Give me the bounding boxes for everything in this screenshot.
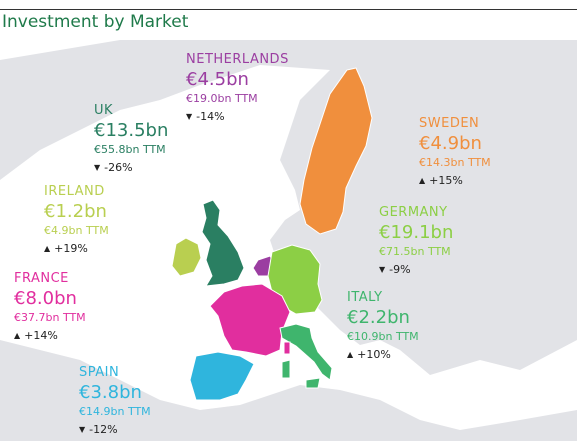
map-region-ireland[interactable] bbox=[171, 237, 202, 277]
market-name: UK bbox=[94, 103, 114, 118]
market-value: €1.2bn bbox=[44, 201, 107, 222]
market-value: €4.9bn bbox=[419, 133, 482, 154]
market-ttm: €55.8bn TTM bbox=[94, 143, 166, 156]
market-ttm: €37.7bn TTM bbox=[14, 311, 86, 324]
trend-arrow-icon: ▲ bbox=[14, 331, 21, 340]
europe-map bbox=[0, 40, 577, 441]
map-region-italy-sardinia bbox=[281, 359, 291, 379]
market-label-spain: SPAIN €3.8bn €14.9bn TTM ▼ -12% bbox=[79, 366, 151, 435]
market-label-germany: GERMANY €19.1bn €71.5bn TTM ▼ -9% bbox=[379, 206, 453, 275]
countries bbox=[171, 67, 373, 401]
market-value: €4.5bn bbox=[186, 69, 249, 90]
market-label-sweden: SWEDEN €4.9bn €14.3bn TTM ▲ +15% bbox=[419, 117, 491, 186]
market-value: €13.5bn bbox=[94, 120, 169, 141]
market-name: NETHERLANDS bbox=[186, 52, 289, 67]
market-value: €3.8bn bbox=[79, 382, 142, 403]
trend-arrow-icon: ▼ bbox=[379, 265, 386, 274]
market-name: SWEDEN bbox=[419, 116, 480, 131]
market-change: ▼ -12% bbox=[79, 423, 118, 436]
market-ttm: €4.9bn TTM bbox=[44, 224, 109, 237]
page-title: Investment by Market bbox=[2, 12, 189, 32]
trend-arrow-icon: ▼ bbox=[94, 163, 101, 172]
trend-arrow-icon: ▲ bbox=[419, 176, 426, 185]
surrounding-land bbox=[0, 40, 577, 441]
map-region-spain[interactable] bbox=[189, 351, 255, 401]
market-value: €8.0bn bbox=[14, 288, 77, 309]
market-change: ▲ +19% bbox=[44, 242, 88, 255]
market-label-netherlands: NETHERLANDS €4.5bn €19.0bn TTM ▼ -14% bbox=[186, 53, 289, 122]
market-value: €19.1bn bbox=[379, 222, 454, 243]
market-change: ▼ -14% bbox=[186, 110, 225, 123]
market-label-ireland: IRELAND €1.2bn €4.9bn TTM ▲ +19% bbox=[44, 185, 109, 254]
market-label-france: FRANCE €8.0bn €37.7bn TTM ▲ +14% bbox=[14, 272, 86, 341]
map-region-italy[interactable] bbox=[279, 323, 333, 381]
trend-arrow-icon: ▼ bbox=[186, 112, 193, 121]
market-name: FRANCE bbox=[14, 271, 69, 286]
map-region-sweden[interactable] bbox=[299, 67, 373, 235]
market-change: ▲ +15% bbox=[419, 174, 463, 187]
map-region-uk[interactable] bbox=[201, 199, 245, 287]
market-name: SPAIN bbox=[79, 365, 120, 380]
market-ttm: €10.9bn TTM bbox=[347, 330, 419, 343]
trend-arrow-icon: ▼ bbox=[79, 425, 86, 434]
market-change: ▲ +14% bbox=[14, 329, 58, 342]
map-region-france[interactable] bbox=[209, 283, 291, 357]
map-region-france-corsica bbox=[283, 341, 291, 355]
market-name: GERMANY bbox=[379, 205, 448, 220]
top-rule bbox=[0, 9, 577, 10]
market-ttm: €14.3bn TTM bbox=[419, 156, 491, 169]
market-label-italy: ITALY €2.2bn €10.9bn TTM ▲ +10% bbox=[347, 291, 419, 360]
market-ttm: €19.0bn TTM bbox=[186, 92, 258, 105]
market-ttm: €14.9bn TTM bbox=[79, 405, 151, 418]
market-ttm: €71.5bn TTM bbox=[379, 245, 451, 258]
market-change: ▼ -26% bbox=[94, 161, 133, 174]
market-value: €2.2bn bbox=[347, 307, 410, 328]
map-region-italy-sicily bbox=[305, 377, 321, 389]
market-change: ▼ -9% bbox=[379, 263, 411, 276]
trend-arrow-icon: ▲ bbox=[44, 244, 51, 253]
trend-arrow-icon: ▲ bbox=[347, 350, 354, 359]
market-change: ▲ +10% bbox=[347, 348, 391, 361]
market-name: IRELAND bbox=[44, 184, 105, 199]
market-name: ITALY bbox=[347, 290, 383, 305]
market-label-uk: UK €13.5bn €55.8bn TTM ▼ -26% bbox=[94, 104, 168, 173]
